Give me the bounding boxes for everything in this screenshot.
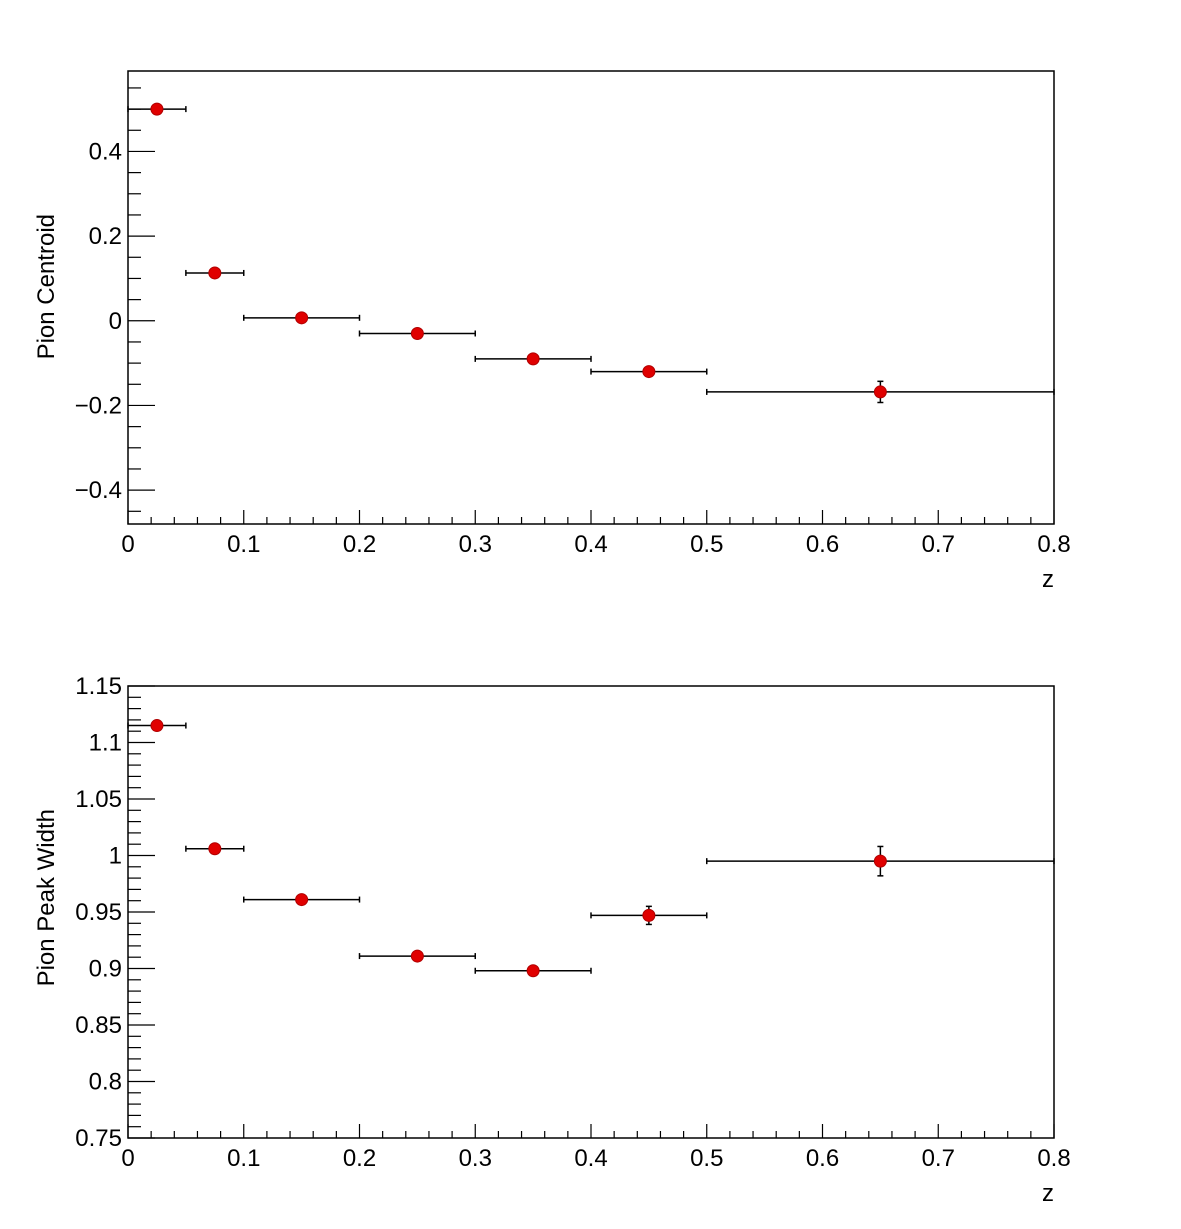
peak-width-y-tick-label: 1.05 <box>75 786 122 813</box>
peak-width-x-tick-label: 0.2 <box>343 1145 376 1172</box>
peak-width-panel: 0 0.1 0.2 0.3 0.4 0.5 0.6 0.7 0.8 0.75 0.8 0.85 0.9 0… <box>33 673 1071 1207</box>
centroid-y-tick-label: −0.2 <box>75 392 122 419</box>
centroid-y-tick-label: −0.4 <box>75 477 122 504</box>
centroid-x-tick-label: 0.2 <box>343 531 376 558</box>
centroid-x-tick-label: 0.6 <box>806 531 839 558</box>
centroid-data-point <box>873 385 887 399</box>
centroid-data-point <box>642 365 656 379</box>
peak-width-x-tick-label: 0.7 <box>922 1145 955 1172</box>
centroid-x-tick-label: 0.3 <box>459 531 492 558</box>
centroid-y-tick-label: 0.4 <box>89 138 122 165</box>
peak-width-data-point <box>873 854 887 868</box>
centroid-y-axis-title: Pion Centroid <box>33 214 60 359</box>
peak-width-y-tick-label: 0.75 <box>75 1125 122 1152</box>
peak-width-data-point <box>150 719 164 733</box>
peak-width-y-tick-label: 0.8 <box>89 1069 122 1096</box>
peak-width-data-point <box>410 949 424 963</box>
peak-width-y-tick-label: 1.15 <box>75 673 122 700</box>
centroid-data-point <box>150 102 164 116</box>
peak-width-y-tick-label: 0.9 <box>89 956 122 983</box>
peak-width-x-axis-title: z <box>1042 1180 1054 1207</box>
peak-width-y-tick-label: 0.95 <box>75 899 122 926</box>
peak-width-ticks <box>127 685 1055 1139</box>
centroid-x-tick-label: 0.4 <box>574 531 607 558</box>
centroid-x-tick-label: 0 <box>121 531 134 558</box>
centroid-y-tick-label: 0.2 <box>89 223 122 250</box>
peak-width-x-tick-label: 0.3 <box>459 1145 492 1172</box>
centroid-data-point <box>208 266 222 280</box>
centroid-x-tick-label: 0.7 <box>922 531 955 558</box>
peak-width-x-tick-label: 0.5 <box>690 1145 723 1172</box>
peak-width-points <box>127 719 1055 978</box>
centroid-panel: 0 0.1 0.2 0.3 0.4 0.5 0.6 0.7 0.8 −0.4 −0.2 0 0.2 0.4… <box>33 70 1071 593</box>
peak-width-x-tick-label: 0.6 <box>806 1145 839 1172</box>
peak-width-y-tick-label: 0.85 <box>75 1012 122 1039</box>
centroid-tick-labels: 0 0.1 0.2 0.3 0.4 0.5 0.6 0.7 0.8 −0.4 −0.2 0 0.2 0.4 <box>75 138 1071 558</box>
peak-width-data-point <box>526 964 540 978</box>
peak-width-x-tick-label: 0 <box>121 1145 134 1172</box>
centroid-x-tick-label: 0.5 <box>690 531 723 558</box>
centroid-x-tick-label: 0.8 <box>1037 531 1070 558</box>
peak-width-x-tick-label: 0.8 <box>1037 1145 1070 1172</box>
centroid-data-point <box>410 326 424 340</box>
centroid-x-axis-title: z <box>1042 566 1054 593</box>
peak-width-data-point <box>642 908 656 922</box>
centroid-data-point <box>295 311 309 325</box>
centroid-plot-frame <box>127 70 1055 525</box>
peak-width-y-tick-label: 1.1 <box>89 730 122 757</box>
peak-width-y-axis-title: Pion Peak Width <box>33 809 60 986</box>
peak-width-y-tick-label: 1 <box>109 843 122 870</box>
peak-width-x-tick-label: 0.4 <box>574 1145 607 1172</box>
peak-width-tick-labels: 0 0.1 0.2 0.3 0.4 0.5 0.6 0.7 0.8 0.75 0.8 0.85 0.9 0… <box>75 673 1070 1172</box>
peak-width-data-point <box>208 842 222 856</box>
centroid-points <box>127 102 1055 404</box>
centroid-data-point <box>526 352 540 366</box>
peak-width-plot-frame <box>127 685 1055 1139</box>
peak-width-data-point <box>295 893 309 907</box>
centroid-y-tick-label: 0 <box>109 308 122 335</box>
centroid-x-tick-label: 0.1 <box>227 531 260 558</box>
peak-width-x-tick-label: 0.1 <box>227 1145 260 1172</box>
